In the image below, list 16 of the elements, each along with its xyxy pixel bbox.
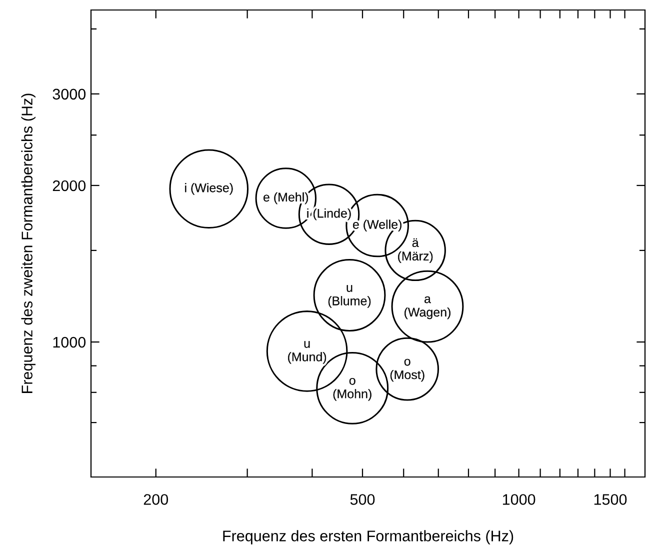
x-tick-label: 500 — [350, 494, 375, 505]
data-label: u (Mund) — [288, 341, 326, 364]
data-label: i (Wiese) — [185, 183, 233, 195]
data-label: u (Blume) — [328, 285, 371, 308]
y-axis-title: Frequenz des zweiten Formantbereichs (Hz) — [21, 94, 36, 393]
y-tick-label: 3000 — [52, 88, 86, 100]
x-tick-label: 200 — [144, 494, 168, 505]
data-label: o (Most) — [390, 358, 424, 382]
y-tick-label: 2000 — [52, 180, 86, 192]
data-label: ä (März) — [398, 238, 433, 263]
x-axis-title: Frequenz des ersten Formantbereichs (Hz) — [223, 530, 514, 544]
data-label: a (Wagen) — [404, 296, 450, 320]
x-tick-label: 1500 — [594, 494, 627, 505]
y-tick-label: 1000 — [53, 336, 86, 348]
data-label: o (Mohn) — [333, 378, 372, 401]
x-tick-label: 1000 — [502, 494, 536, 505]
